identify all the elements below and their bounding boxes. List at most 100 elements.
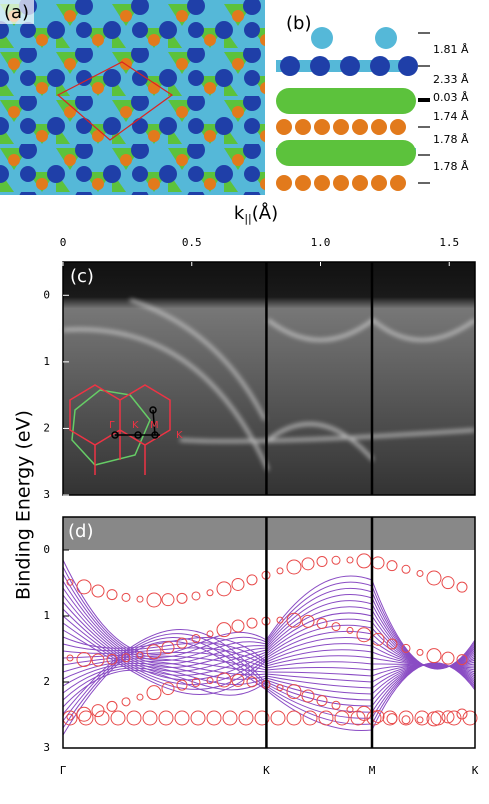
y-tick-label: 1 [43, 355, 50, 368]
band-panel [63, 517, 475, 748]
axis-title-k: k [234, 203, 245, 224]
frame [62, 516, 476, 749]
band-weight [91, 704, 105, 718]
band-weight [121, 592, 131, 602]
band-line [62, 636, 476, 667]
band-weight [416, 648, 424, 656]
band-weight [276, 616, 284, 624]
band-weight [301, 614, 315, 628]
band-weight [441, 710, 455, 724]
atom [295, 119, 311, 135]
band-weight [206, 677, 214, 685]
atom [314, 175, 330, 191]
band-weight [216, 622, 232, 638]
band-weight [66, 654, 74, 662]
axis-title: k||(Å) [234, 202, 278, 225]
band-weight [146, 592, 162, 608]
band-weight [414, 710, 430, 726]
inset-label: K [176, 430, 183, 441]
band-weight [146, 644, 162, 660]
band-weight [91, 653, 105, 667]
band-weight [398, 710, 414, 726]
atom [333, 175, 349, 191]
band-weight [136, 651, 144, 659]
spacing-label: 1.74 Å [433, 110, 469, 123]
band-weight [316, 556, 328, 568]
band-weight [176, 592, 188, 604]
band-weight [142, 710, 158, 726]
band-weight [318, 710, 334, 726]
band-weight [161, 641, 175, 655]
band-weight [426, 648, 442, 664]
band-weight [106, 653, 118, 665]
band-weight [106, 700, 118, 712]
atom [371, 175, 387, 191]
x-tick-label: 0 [60, 236, 67, 249]
spacing-label: 2.33 Å [433, 73, 469, 86]
band-weight [331, 700, 341, 710]
spacing-label: 1.81 Å [433, 43, 469, 56]
inset-label: Γ [109, 420, 115, 431]
atom [371, 119, 387, 135]
k-point-label: Γ [60, 764, 67, 777]
band-weight [254, 710, 270, 726]
band-weight [246, 574, 258, 586]
atom [276, 119, 292, 135]
band-weight [430, 710, 446, 726]
band-weight [334, 710, 350, 726]
band-line [62, 640, 476, 736]
k-point-label: M [369, 764, 376, 777]
bz-inset [69, 384, 171, 475]
band-weight [456, 654, 468, 666]
atom [333, 119, 349, 135]
band-weight [121, 653, 131, 663]
band-weight [191, 633, 201, 643]
x-tick-label: 1.5 [439, 236, 459, 249]
atom [276, 175, 292, 191]
band-weight [161, 593, 175, 607]
frame [62, 261, 476, 496]
panel-label: (c) [70, 266, 94, 287]
atom [295, 175, 311, 191]
band-weight [462, 710, 478, 726]
x-tick-label: 0.5 [182, 236, 202, 249]
band-weight [276, 684, 284, 692]
band-weight [206, 589, 214, 597]
band-weight [346, 556, 354, 564]
band-weight [456, 581, 468, 593]
band-weight [222, 710, 238, 726]
atom [390, 119, 406, 135]
band-weight [110, 710, 126, 726]
k-point-label: K [472, 764, 479, 777]
band-weight [136, 693, 144, 701]
axis-title-subscript: || [244, 212, 251, 225]
band-weight [91, 584, 105, 598]
panel-label: (a) [4, 2, 29, 23]
band-weight [331, 622, 341, 632]
band-weight [206, 630, 214, 638]
band-weight [401, 643, 411, 653]
band-weight [301, 557, 315, 571]
atom [314, 119, 330, 135]
band-weight [176, 679, 188, 691]
spacing-label: 1.78 Å [433, 133, 469, 146]
k-point-label: K [263, 764, 270, 777]
band-weight [270, 710, 286, 726]
band-weight [366, 710, 382, 726]
band-weight [176, 637, 188, 649]
band-weight [350, 710, 366, 726]
band-weight [146, 685, 162, 701]
band-weight [78, 710, 94, 726]
band-weight [191, 677, 201, 687]
spacing-label: 1.78 Å [433, 160, 469, 173]
y-tick-label: 0 [43, 288, 50, 301]
band-weight [76, 652, 92, 668]
unoccupied-region [63, 517, 475, 550]
band-weight [231, 619, 245, 633]
y-tick-label: 3 [43, 488, 50, 501]
y-axis-title: Binding Energy (eV) [13, 410, 35, 600]
y-tick-label: 1 [43, 609, 50, 622]
axis-title-unit: (Å) [252, 202, 278, 224]
